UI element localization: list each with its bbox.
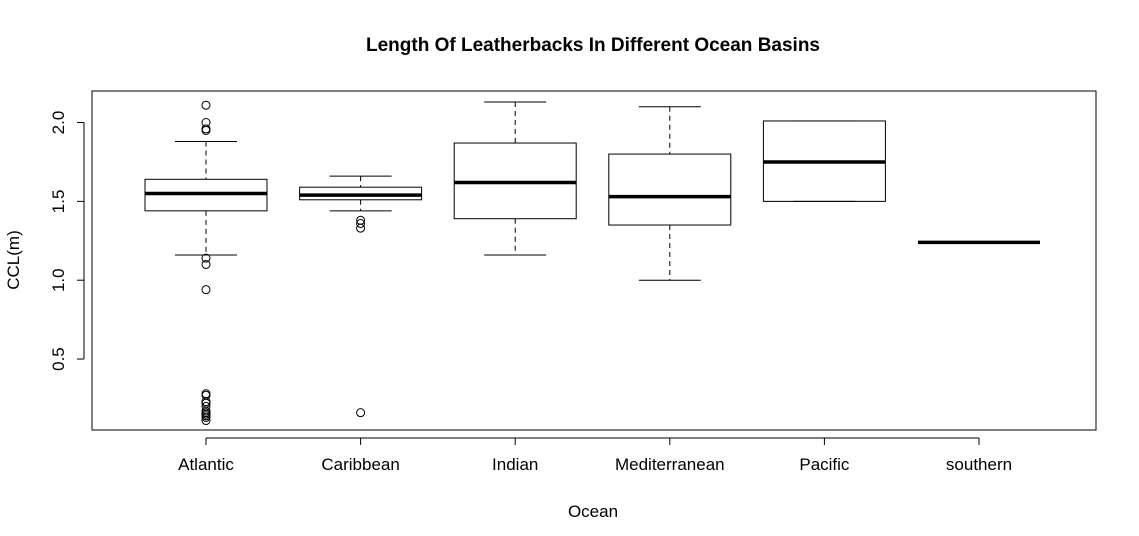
x-tick-label: southern bbox=[946, 455, 1012, 474]
outlier-point bbox=[201, 100, 211, 110]
y-axis-label: CCL(m) bbox=[4, 230, 23, 290]
outlier-point bbox=[201, 259, 211, 269]
box-pacific bbox=[762, 120, 886, 202]
x-tick-label: Atlantic bbox=[178, 455, 234, 474]
y-tick-label: 0.5 bbox=[49, 347, 68, 371]
x-tick-label: Mediterranean bbox=[615, 455, 725, 474]
y-tick-label: 1.0 bbox=[49, 268, 68, 292]
box-atlantic bbox=[144, 100, 268, 426]
y-axis: 0.5 1.0 1.5 2.0 bbox=[49, 111, 85, 371]
outlier-point bbox=[201, 253, 211, 263]
box-mediterranean bbox=[608, 106, 732, 281]
outlier-point bbox=[356, 223, 366, 233]
x-tick-label: Caribbean bbox=[321, 455, 399, 474]
x-tick-label: Indian bbox=[492, 455, 538, 474]
outlier-point bbox=[356, 408, 366, 418]
outlier-point bbox=[201, 285, 211, 295]
x-axis-label: Ocean bbox=[568, 502, 618, 521]
x-axis: Atlantic Caribbean Indian Mediterranean Paci… bbox=[178, 437, 1012, 474]
iqr-box bbox=[608, 153, 732, 226]
plot-frame bbox=[91, 90, 1097, 431]
box-indian bbox=[453, 101, 577, 256]
x-tick-label: Pacific bbox=[799, 455, 850, 474]
box-caribbean bbox=[299, 175, 423, 418]
outlier-point bbox=[201, 125, 211, 135]
chart-title: Length Of Leatherbacks In Different Ocea… bbox=[366, 35, 820, 56]
outlier-point bbox=[201, 416, 211, 426]
y-tick-label: 2.0 bbox=[49, 111, 68, 135]
box-series bbox=[144, 100, 1040, 426]
outlier-point bbox=[201, 412, 211, 422]
outlier-point bbox=[356, 218, 366, 228]
y-tick-label: 1.5 bbox=[49, 190, 68, 214]
